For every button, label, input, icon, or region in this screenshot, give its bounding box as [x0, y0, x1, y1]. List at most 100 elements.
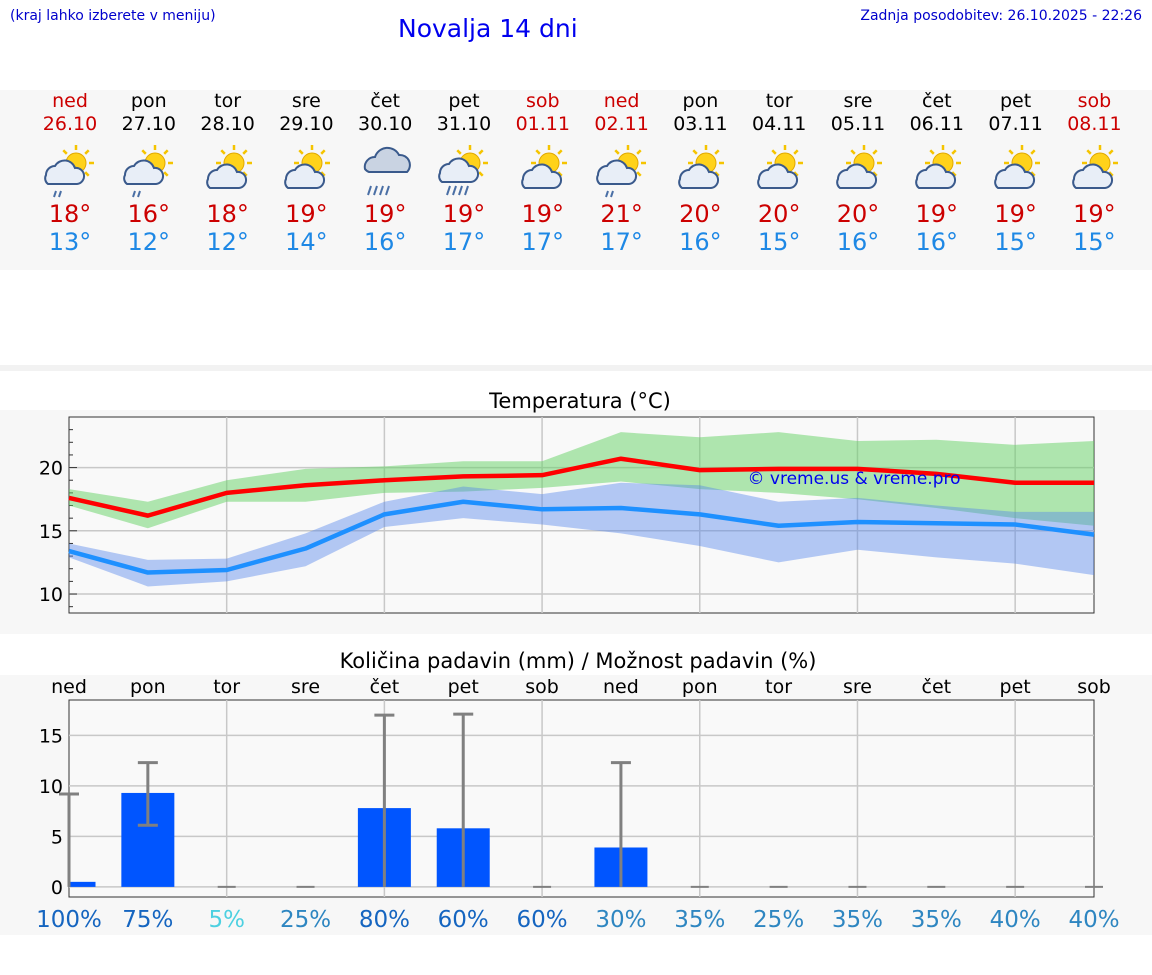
min-temperature: 12°	[127, 228, 171, 256]
day-date: 01.11	[515, 113, 570, 135]
day-name: sre	[843, 90, 873, 112]
precipitation-day-label: sob	[525, 676, 559, 698]
day-date: 31.10	[436, 113, 492, 135]
min-temperature: 15°	[994, 228, 1037, 256]
sun-cloud-icon	[670, 139, 730, 199]
day-date: 08.11	[1067, 113, 1122, 135]
min-temperature: 14°	[285, 228, 328, 256]
day-column: ned 02.11 21° 17°	[577, 90, 667, 256]
min-temperature: 16°	[363, 228, 407, 256]
precipitation-probability-label: 75%	[122, 907, 173, 933]
precipitation-day-label: ned	[51, 676, 87, 698]
precipitation-probability-label: 25%	[280, 907, 331, 933]
day-name: sob	[526, 90, 560, 112]
day-name: ned	[52, 90, 88, 112]
precipitation-probability-label: 25%	[753, 907, 804, 933]
day-date: 27.10	[121, 113, 176, 135]
temperature-y-tick-label: 15	[39, 521, 63, 543]
min-temperature: 15°	[1073, 228, 1116, 256]
day-column: čet 30.10 19° 16°	[340, 90, 430, 256]
temperature-y-tick-label: 10	[39, 584, 63, 606]
day-name: pon	[130, 90, 167, 112]
day-column: pet 07.11 19° 15°	[971, 90, 1061, 256]
precipitation-day-label: pon	[130, 676, 166, 698]
precipitation-probability-label: 100%	[36, 907, 102, 933]
day-date: 02.11	[594, 113, 649, 135]
precipitation-probability-label: 35%	[674, 907, 725, 933]
day-column: tor 28.10 18° 12°	[183, 90, 273, 256]
page-title: Novalja 14 dni	[398, 14, 578, 43]
max-temperature: 19°	[915, 200, 959, 228]
min-temperature: 15°	[757, 228, 801, 256]
precipitation-day-label: čet	[370, 676, 400, 698]
max-temperature: 18°	[48, 200, 92, 228]
day-date: 30.10	[357, 113, 413, 135]
day-name: sob	[1077, 90, 1112, 112]
day-column: sre 29.10 19° 14°	[261, 90, 351, 256]
sun-cloud-drizzle-icon	[592, 139, 652, 199]
sun-cloud-icon	[276, 139, 336, 199]
day-date: 29.10	[279, 113, 334, 135]
day-date: 07.11	[988, 113, 1043, 135]
day-column: sre 05.11 20° 16°	[813, 90, 903, 256]
sun-cloud-drizzle-icon	[119, 139, 179, 199]
precipitation-day-label: pon	[682, 676, 718, 698]
location-hint: (kraj lahko izberete v meniju)	[10, 8, 216, 24]
precipitation-y-tick-label: 0	[51, 877, 63, 899]
max-temperature: 19°	[363, 200, 407, 228]
precipitation-day-label: tor	[765, 676, 792, 698]
temperature-chart-title: Temperatura (°C)	[488, 389, 671, 413]
day-name: pon	[682, 90, 719, 112]
precipitation-day-label: čet	[922, 676, 952, 698]
day-date: 05.11	[830, 113, 886, 135]
day-name: čet	[370, 90, 400, 112]
precipitation-day-label: sob	[1077, 676, 1111, 698]
day-column: ned 26.10 18° 13°	[25, 90, 115, 256]
day-column: pon 27.10 16° 12°	[104, 90, 194, 256]
max-temperature: 20°	[757, 200, 801, 228]
precipitation-day-label: tor	[213, 676, 240, 698]
max-temperature: 20°	[679, 200, 722, 228]
min-temperature: 17°	[600, 228, 643, 256]
day-name: pet	[999, 90, 1032, 112]
day-date: 28.10	[200, 113, 255, 135]
precipitation-probability-label: 80%	[359, 907, 410, 933]
precipitation-probability-label: 60%	[438, 907, 489, 933]
max-temperature: 18°	[206, 200, 249, 228]
max-temperature-line	[68, 456, 1094, 518]
sun-cloud-icon	[907, 139, 967, 199]
day-name: tor	[765, 90, 793, 112]
precipitation-probability-label: 35%	[911, 907, 962, 933]
day-name: pet	[448, 90, 480, 112]
max-temperature-band	[69, 432, 1094, 529]
min-temperature: 13°	[48, 228, 92, 256]
divider	[0, 365, 1152, 371]
precipitation-y-tick-label: 10	[39, 776, 63, 798]
daily-forecast-strip: ned 26.10 18° 13° pon 27.10 16° 12° tor 28.10 1…	[0, 90, 1152, 270]
precipitation-probability-label: 35%	[832, 907, 883, 933]
min-temperature: 12°	[206, 228, 249, 256]
watermark: © vreme.us & vreme.pro	[747, 469, 960, 489]
day-date: 26.10	[42, 113, 98, 135]
precipitation-day-label: ned	[603, 676, 639, 698]
precipitation-day-label: sre	[843, 676, 872, 698]
max-temperature: 20°	[836, 200, 880, 228]
sun-cloud-icon	[198, 139, 258, 199]
precipitation-day-label: sre	[291, 676, 320, 698]
max-temperature: 21°	[600, 200, 643, 228]
precipitation-chart-title: Količina padavin (mm) / Možnost padavin …	[340, 649, 817, 673]
min-temperature: 16°	[679, 228, 722, 256]
precipitation-probability-label: 60%	[517, 907, 568, 933]
day-column: pon 03.11 20° 16°	[655, 90, 745, 256]
day-column: sob 01.11 19° 17°	[498, 90, 588, 256]
max-temperature: 19°	[442, 200, 486, 228]
precipitation-day-label: pet	[1000, 676, 1031, 698]
sun-cloud-icon	[749, 139, 809, 199]
day-column: pet 31.10 19° 17°	[419, 90, 509, 256]
precipitation-probability-label: 40%	[990, 907, 1041, 933]
min-temperature-band	[69, 482, 1094, 587]
temperature-y-tick-label: 20	[39, 458, 63, 480]
min-temperature: 16°	[836, 228, 880, 256]
day-name: ned	[603, 90, 640, 112]
